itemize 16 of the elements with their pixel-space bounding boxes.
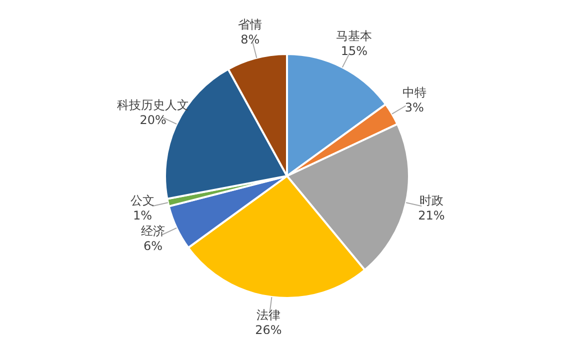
slice-label: 经济	[141, 224, 166, 238]
data-label: 1%	[133, 208, 152, 222]
slice-label: 法律	[256, 308, 280, 322]
slice-label: 时政	[419, 193, 444, 208]
data-label: 26%	[255, 322, 282, 337]
data-label: 15%	[340, 44, 368, 58]
data-label: 20%	[140, 112, 166, 127]
data-label: 6%	[144, 239, 163, 254]
slice-label: 马基本	[336, 29, 372, 44]
slice-label: 公文	[130, 193, 155, 208]
data-label: 8%	[240, 32, 260, 47]
data-label: 3%	[404, 100, 424, 115]
data-label: 21%	[418, 208, 445, 222]
slice-label: 科技历史人文	[117, 98, 190, 112]
slice-label: 中特	[402, 86, 426, 100]
slice-label: 省情	[238, 18, 262, 32]
